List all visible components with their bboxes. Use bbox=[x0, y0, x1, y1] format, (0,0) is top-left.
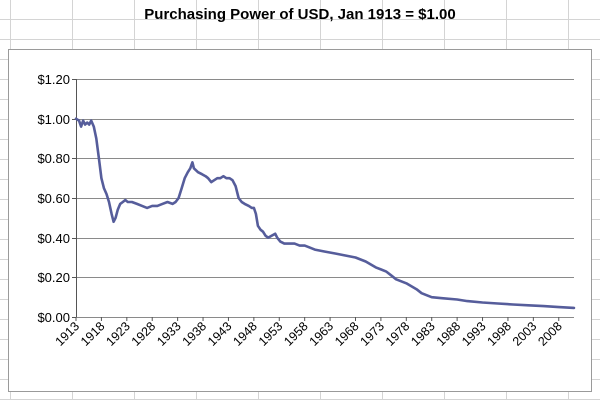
x-tick-label: 1943 bbox=[205, 319, 235, 349]
x-tick-label: 1983 bbox=[408, 319, 438, 349]
x-tick-label: 1978 bbox=[383, 319, 413, 349]
x-tick-label: 1973 bbox=[357, 319, 387, 349]
y-tick-label: $0.00 bbox=[37, 310, 70, 325]
x-tick-label: 2003 bbox=[510, 319, 540, 349]
chart-area[interactable]: $0.00 $0.20 $0.40 $0.60 $0.80 $1.00 $1.20 1913 1… bbox=[8, 49, 592, 392]
y-tick-label: $0.40 bbox=[37, 231, 70, 246]
y-tick-label: $1.00 bbox=[37, 112, 70, 127]
x-tick-label: 1958 bbox=[281, 319, 311, 349]
x-tick-label: 1998 bbox=[484, 319, 514, 349]
x-tick-label: 1928 bbox=[129, 319, 159, 349]
line-chart: $0.00$0.20$0.40$0.60$0.80$1.00$1.2019131… bbox=[37, 72, 576, 349]
x-tick-label: 1923 bbox=[103, 319, 133, 349]
chart-title: Purchasing Power of USD, Jan 1913 = $1.0… bbox=[144, 6, 456, 23]
x-tick-label: 1953 bbox=[256, 319, 286, 349]
x-tick-label: 1948 bbox=[230, 319, 260, 349]
y-tick-label: $0.20 bbox=[37, 270, 70, 285]
x-tick-label: 1938 bbox=[180, 319, 210, 349]
x-tick-label: 1963 bbox=[307, 319, 337, 349]
x-tick-label: 1988 bbox=[434, 319, 464, 349]
x-tick-label: 1933 bbox=[154, 319, 184, 349]
y-tick-label: $0.60 bbox=[37, 191, 70, 206]
y-tick-label: $0.80 bbox=[37, 151, 70, 166]
x-tick-label: 2008 bbox=[535, 319, 565, 349]
y-tick-label: $1.20 bbox=[37, 72, 70, 87]
series-line bbox=[74, 117, 576, 310]
x-tick-label: 1918 bbox=[78, 319, 108, 349]
x-tick-label: 1993 bbox=[459, 319, 489, 349]
x-tick-label: 1968 bbox=[332, 319, 362, 349]
